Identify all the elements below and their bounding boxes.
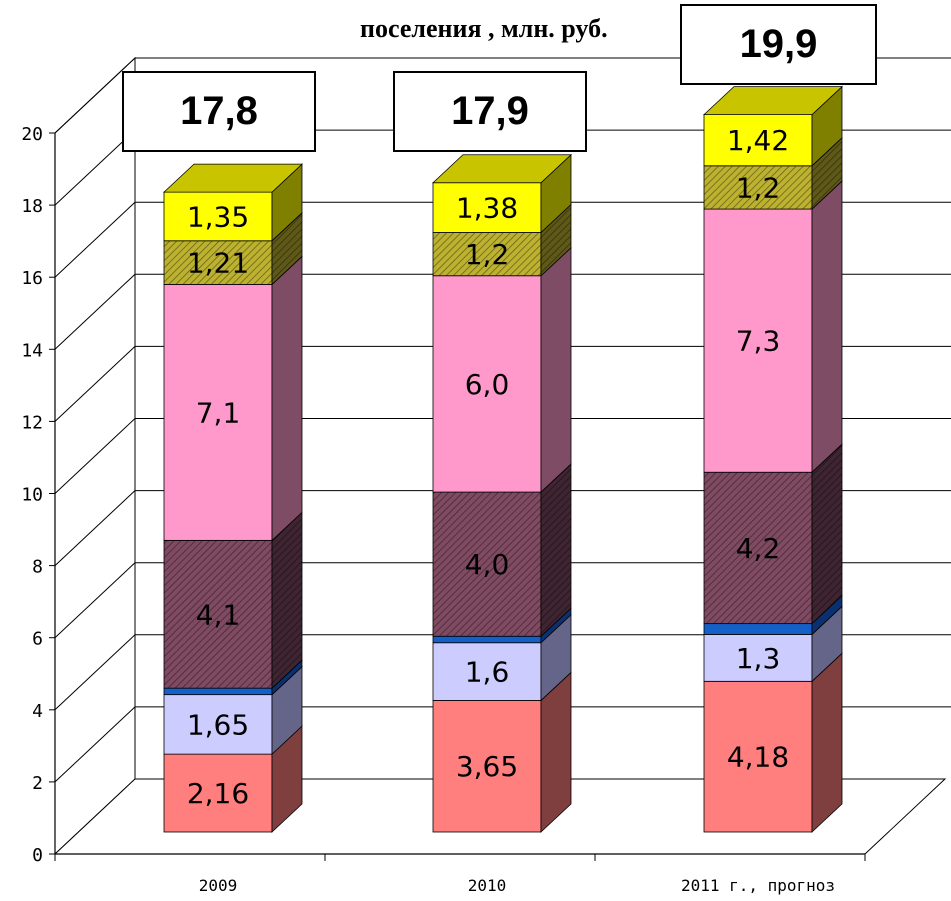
x-tick-label: 2009 bbox=[199, 876, 238, 895]
bar-segment bbox=[163, 725, 303, 833]
bar-top bbox=[702, 86, 844, 116]
y-tick-label: 2 bbox=[32, 773, 43, 794]
gridline-diagonal bbox=[54, 346, 136, 422]
data-label: 1,3 bbox=[736, 642, 781, 675]
bar-segment bbox=[703, 136, 843, 210]
bar-segment bbox=[431, 153, 573, 234]
y-tick-label: 0 bbox=[32, 845, 43, 866]
bar-side bbox=[271, 255, 303, 542]
y-tick-label: 20 bbox=[21, 124, 43, 145]
bar-front bbox=[163, 694, 273, 755]
x-tick-label: 2010 bbox=[468, 876, 507, 895]
y-tick-label: 12 bbox=[21, 412, 43, 433]
data-label: 1,21 bbox=[187, 247, 249, 280]
bar-segment bbox=[703, 180, 843, 474]
total-label-2011: 19,9 bbox=[680, 4, 877, 85]
data-label: 1,6 bbox=[465, 656, 510, 689]
data-label: 1,42 bbox=[727, 124, 789, 157]
bar-segment bbox=[703, 652, 843, 833]
bar-side bbox=[540, 246, 572, 493]
bar-front bbox=[432, 275, 542, 493]
x-tick-label: 2011 г., прогноз bbox=[681, 876, 835, 895]
bar-segment bbox=[163, 211, 303, 286]
data-label: 4,18 bbox=[727, 741, 789, 774]
bar-side-hatch bbox=[541, 204, 571, 276]
bar-segment bbox=[432, 246, 572, 493]
chart-title: поселения , млн. руб. bbox=[360, 14, 608, 43]
bar-side bbox=[811, 180, 843, 474]
y-tick-label: 14 bbox=[21, 340, 43, 361]
bar-front bbox=[703, 114, 813, 167]
data-label: 6,0 bbox=[465, 368, 510, 401]
bar-front-hatch bbox=[433, 232, 541, 276]
gridline-diagonal bbox=[54, 634, 136, 711]
bar-segment bbox=[432, 463, 572, 638]
bar-segment bbox=[163, 665, 303, 756]
bar-segment bbox=[432, 613, 572, 702]
data-label: 4,0 bbox=[465, 548, 510, 581]
gridline-diagonal bbox=[54, 706, 136, 783]
bar-side-hatch bbox=[272, 212, 302, 285]
bar-front-hatch bbox=[433, 492, 541, 637]
bar-segment bbox=[163, 255, 303, 542]
bar-front-hatch bbox=[164, 240, 272, 285]
bar-segment bbox=[703, 443, 843, 625]
bar-side-hatch bbox=[541, 464, 571, 637]
bar-segment bbox=[432, 203, 572, 277]
gridline-diagonal bbox=[54, 57, 136, 134]
y-tick-label: 18 bbox=[21, 196, 43, 217]
y-tick-label: 4 bbox=[32, 701, 43, 722]
bar-front-hatch bbox=[704, 165, 812, 210]
total-label-2010: 17,9 bbox=[393, 71, 587, 152]
bar-front bbox=[432, 182, 542, 233]
data-label: 7,1 bbox=[196, 396, 241, 429]
bar-side bbox=[811, 652, 843, 833]
bar-front bbox=[432, 642, 542, 701]
bar-front bbox=[432, 635, 542, 644]
bar-segment bbox=[432, 671, 572, 833]
y-tick-label: 10 bbox=[21, 485, 43, 506]
bar-segment bbox=[163, 511, 303, 690]
bar-top bbox=[162, 163, 304, 193]
gridline-diagonal bbox=[54, 273, 136, 350]
data-label: 3,65 bbox=[456, 750, 518, 783]
bar-front bbox=[163, 753, 273, 833]
bar-front-hatch bbox=[704, 472, 812, 624]
data-label: 7,3 bbox=[736, 325, 781, 358]
y-tick-label: 16 bbox=[21, 268, 43, 289]
bar-front bbox=[703, 623, 813, 635]
data-label: 1,2 bbox=[736, 171, 781, 204]
bar-side-hatch bbox=[272, 512, 302, 689]
bar-segment bbox=[162, 163, 304, 242]
gridline-diagonal bbox=[54, 490, 136, 566]
data-label: 4,1 bbox=[196, 598, 241, 631]
data-label: 1,2 bbox=[465, 238, 510, 271]
bar-front bbox=[432, 700, 542, 833]
bar-front bbox=[703, 680, 813, 833]
gridline-diagonal bbox=[54, 201, 136, 278]
y-tick-label: 8 bbox=[32, 557, 43, 578]
bar-top bbox=[431, 154, 573, 184]
data-label: 4,2 bbox=[736, 532, 781, 565]
data-label: 1,65 bbox=[187, 708, 249, 741]
y-tick-label: 6 bbox=[32, 629, 43, 650]
bar-side-hatch bbox=[812, 444, 842, 624]
bar-segment bbox=[702, 85, 844, 167]
data-label: 2,16 bbox=[187, 777, 249, 810]
bar-side-hatch bbox=[812, 137, 842, 210]
bar-front-hatch bbox=[164, 540, 272, 689]
gridline-diagonal bbox=[54, 129, 136, 206]
gridline-diagonal bbox=[54, 562, 136, 639]
data-label: 1,38 bbox=[456, 192, 518, 225]
bar-front bbox=[163, 687, 273, 696]
total-label-2009: 17,8 bbox=[122, 71, 316, 152]
gridline-diagonal bbox=[54, 418, 136, 494]
data-label: 1,35 bbox=[187, 200, 249, 233]
bar-front bbox=[703, 634, 813, 682]
bar-front bbox=[163, 284, 273, 541]
